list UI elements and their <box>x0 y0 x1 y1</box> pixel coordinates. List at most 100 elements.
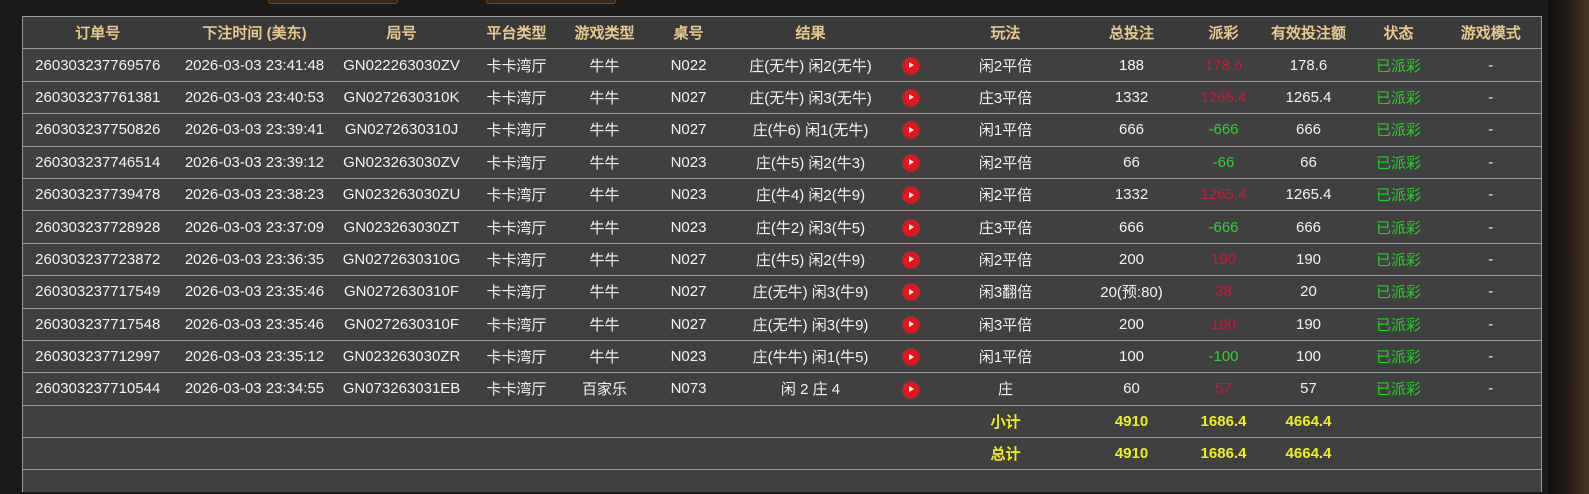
top-button-1[interactable] <box>268 0 398 4</box>
cell-order-number: 260303237723872 <box>22 242 173 277</box>
cell-bet-time: 2026-03-03 23:35:46 <box>172 307 337 341</box>
cell-order-number: 260303237739478 <box>22 177 173 212</box>
cell-game-mode: - <box>1440 275 1542 309</box>
cell-status: 已派彩 <box>1356 145 1441 179</box>
replay-cell <box>886 372 935 406</box>
cell-platform-type: 卡卡湾厅 <box>466 242 567 277</box>
cell-round-number: GN0272630310F <box>336 275 467 309</box>
header-order-number: 订单号 <box>22 15 173 50</box>
cell-platform-type: 卡卡湾厅 <box>466 307 567 341</box>
cell-result: 庄(无牛) 闲3(无牛) <box>734 80 887 115</box>
subtotal-bet: 4910 <box>1076 404 1187 439</box>
background-strip <box>1548 0 1589 494</box>
play-circle-icon[interactable] <box>902 154 919 171</box>
cell-table-number: N022 <box>642 48 735 82</box>
cell-valid-bet: 1265.4 <box>1260 177 1357 212</box>
cell-valid-bet: 57 <box>1260 372 1357 406</box>
spacer <box>22 437 935 471</box>
cell-result: 庄(牛5) 闲2(牛9) <box>734 242 887 277</box>
total-row: 总计 4910 1686.4 4664.4 <box>22 437 1542 471</box>
cell-result: 庄(牛2) 闲3(牛5) <box>734 210 887 244</box>
play-circle-icon[interactable] <box>902 89 919 106</box>
cell-total-bet: 1332 <box>1076 80 1187 115</box>
cell-status: 已派彩 <box>1356 113 1441 147</box>
spacer <box>1356 437 1542 471</box>
cell-order-number: 260303237728928 <box>22 210 173 244</box>
play-circle-icon[interactable] <box>902 349 919 366</box>
play-circle-icon[interactable] <box>902 251 919 268</box>
cell-payout: 190 <box>1186 307 1261 341</box>
cell-result: 庄(牛5) 闲2(牛3) <box>734 145 887 179</box>
play-circle-icon[interactable] <box>902 57 919 74</box>
cell-order-number: 260303237746514 <box>22 145 173 179</box>
cell-payout: 38 <box>1186 275 1261 309</box>
cell-status: 已派彩 <box>1356 80 1441 115</box>
cell-platform-type: 卡卡湾厅 <box>466 80 567 115</box>
cell-order-number: 260303237750826 <box>22 113 173 147</box>
play-circle-icon[interactable] <box>902 187 919 204</box>
cell-valid-bet: 66 <box>1260 145 1357 179</box>
cell-total-bet: 60 <box>1076 372 1187 406</box>
cell-status: 已派彩 <box>1356 177 1441 212</box>
total-payout: 1686.4 <box>1186 437 1261 471</box>
cell-bet-time: 2026-03-03 23:35:12 <box>172 339 337 374</box>
replay-cell <box>886 242 935 277</box>
cell-game-type: 牛牛 <box>566 242 643 277</box>
table-row: 260303237761381 2026-03-03 23:40:53 GN0272… <box>22 80 1542 115</box>
cell-table-number: N027 <box>642 242 735 277</box>
cell-round-number: GN073263031EB <box>336 372 467 406</box>
top-button-2[interactable] <box>486 0 616 4</box>
cell-game-mode: - <box>1440 372 1542 406</box>
header-result: 结果 <box>734 15 887 50</box>
header-table-number: 桌号 <box>642 15 735 50</box>
play-circle-icon[interactable] <box>902 219 919 236</box>
cell-total-bet: 666 <box>1076 210 1187 244</box>
cell-valid-bet: 1265.4 <box>1260 80 1357 115</box>
cell-valid-bet: 190 <box>1260 307 1357 341</box>
cell-play-type: 庄3平倍 <box>934 210 1077 244</box>
cell-round-number: GN023263030ZU <box>336 177 467 212</box>
cell-table-number: N023 <box>642 145 735 179</box>
cell-table-number: N027 <box>642 113 735 147</box>
cell-game-type: 牛牛 <box>566 210 643 244</box>
table-row: 260303237739478 2026-03-03 23:38:23 GN0232… <box>22 177 1542 212</box>
cell-order-number: 260303237717548 <box>22 307 173 341</box>
play-circle-icon[interactable] <box>902 122 919 139</box>
play-circle-icon[interactable] <box>902 316 919 333</box>
cell-valid-bet: 666 <box>1260 113 1357 147</box>
cell-play-type: 闲1平倍 <box>934 113 1077 147</box>
header-total-bet: 总投注 <box>1076 15 1187 50</box>
cell-round-number: GN023263030ZV <box>336 145 467 179</box>
cell-play-type: 闲1平倍 <box>934 339 1077 374</box>
cell-game-type: 牛牛 <box>566 307 643 341</box>
cell-round-number: GN022263030ZV <box>336 48 467 82</box>
subtotal-label: 小计 <box>934 404 1077 439</box>
cell-valid-bet: 178.6 <box>1260 48 1357 82</box>
cell-play-type: 闲2平倍 <box>934 145 1077 179</box>
cell-bet-time: 2026-03-03 23:34:55 <box>172 372 337 406</box>
cell-order-number: 260303237717549 <box>22 275 173 309</box>
cell-game-type: 牛牛 <box>566 145 643 179</box>
cell-game-mode: - <box>1440 80 1542 115</box>
header-game-mode: 游戏模式 <box>1440 15 1542 50</box>
replay-cell <box>886 113 935 147</box>
cell-status: 已派彩 <box>1356 307 1441 341</box>
cell-platform-type: 卡卡湾厅 <box>466 145 567 179</box>
cell-platform-type: 卡卡湾厅 <box>466 177 567 212</box>
cell-order-number: 260303237712997 <box>22 339 173 374</box>
cell-payout: 1265.4 <box>1186 80 1261 115</box>
cell-game-type: 牛牛 <box>566 339 643 374</box>
cell-payout: 178.6 <box>1186 48 1261 82</box>
play-circle-icon[interactable] <box>902 284 919 301</box>
spacer <box>22 469 1542 493</box>
cell-payout: -666 <box>1186 113 1261 147</box>
cell-bet-time: 2026-03-03 23:39:41 <box>172 113 337 147</box>
replay-cell <box>886 145 935 179</box>
cell-round-number: GN0272630310K <box>336 80 467 115</box>
total-label: 总计 <box>934 437 1077 471</box>
table-row: 260303237769576 2026-03-03 23:41:48 GN0222… <box>22 48 1542 82</box>
header-round-number: 局号 <box>336 15 467 50</box>
replay-cell <box>886 275 935 309</box>
play-circle-icon[interactable] <box>902 381 919 398</box>
cell-bet-time: 2026-03-03 23:41:48 <box>172 48 337 82</box>
